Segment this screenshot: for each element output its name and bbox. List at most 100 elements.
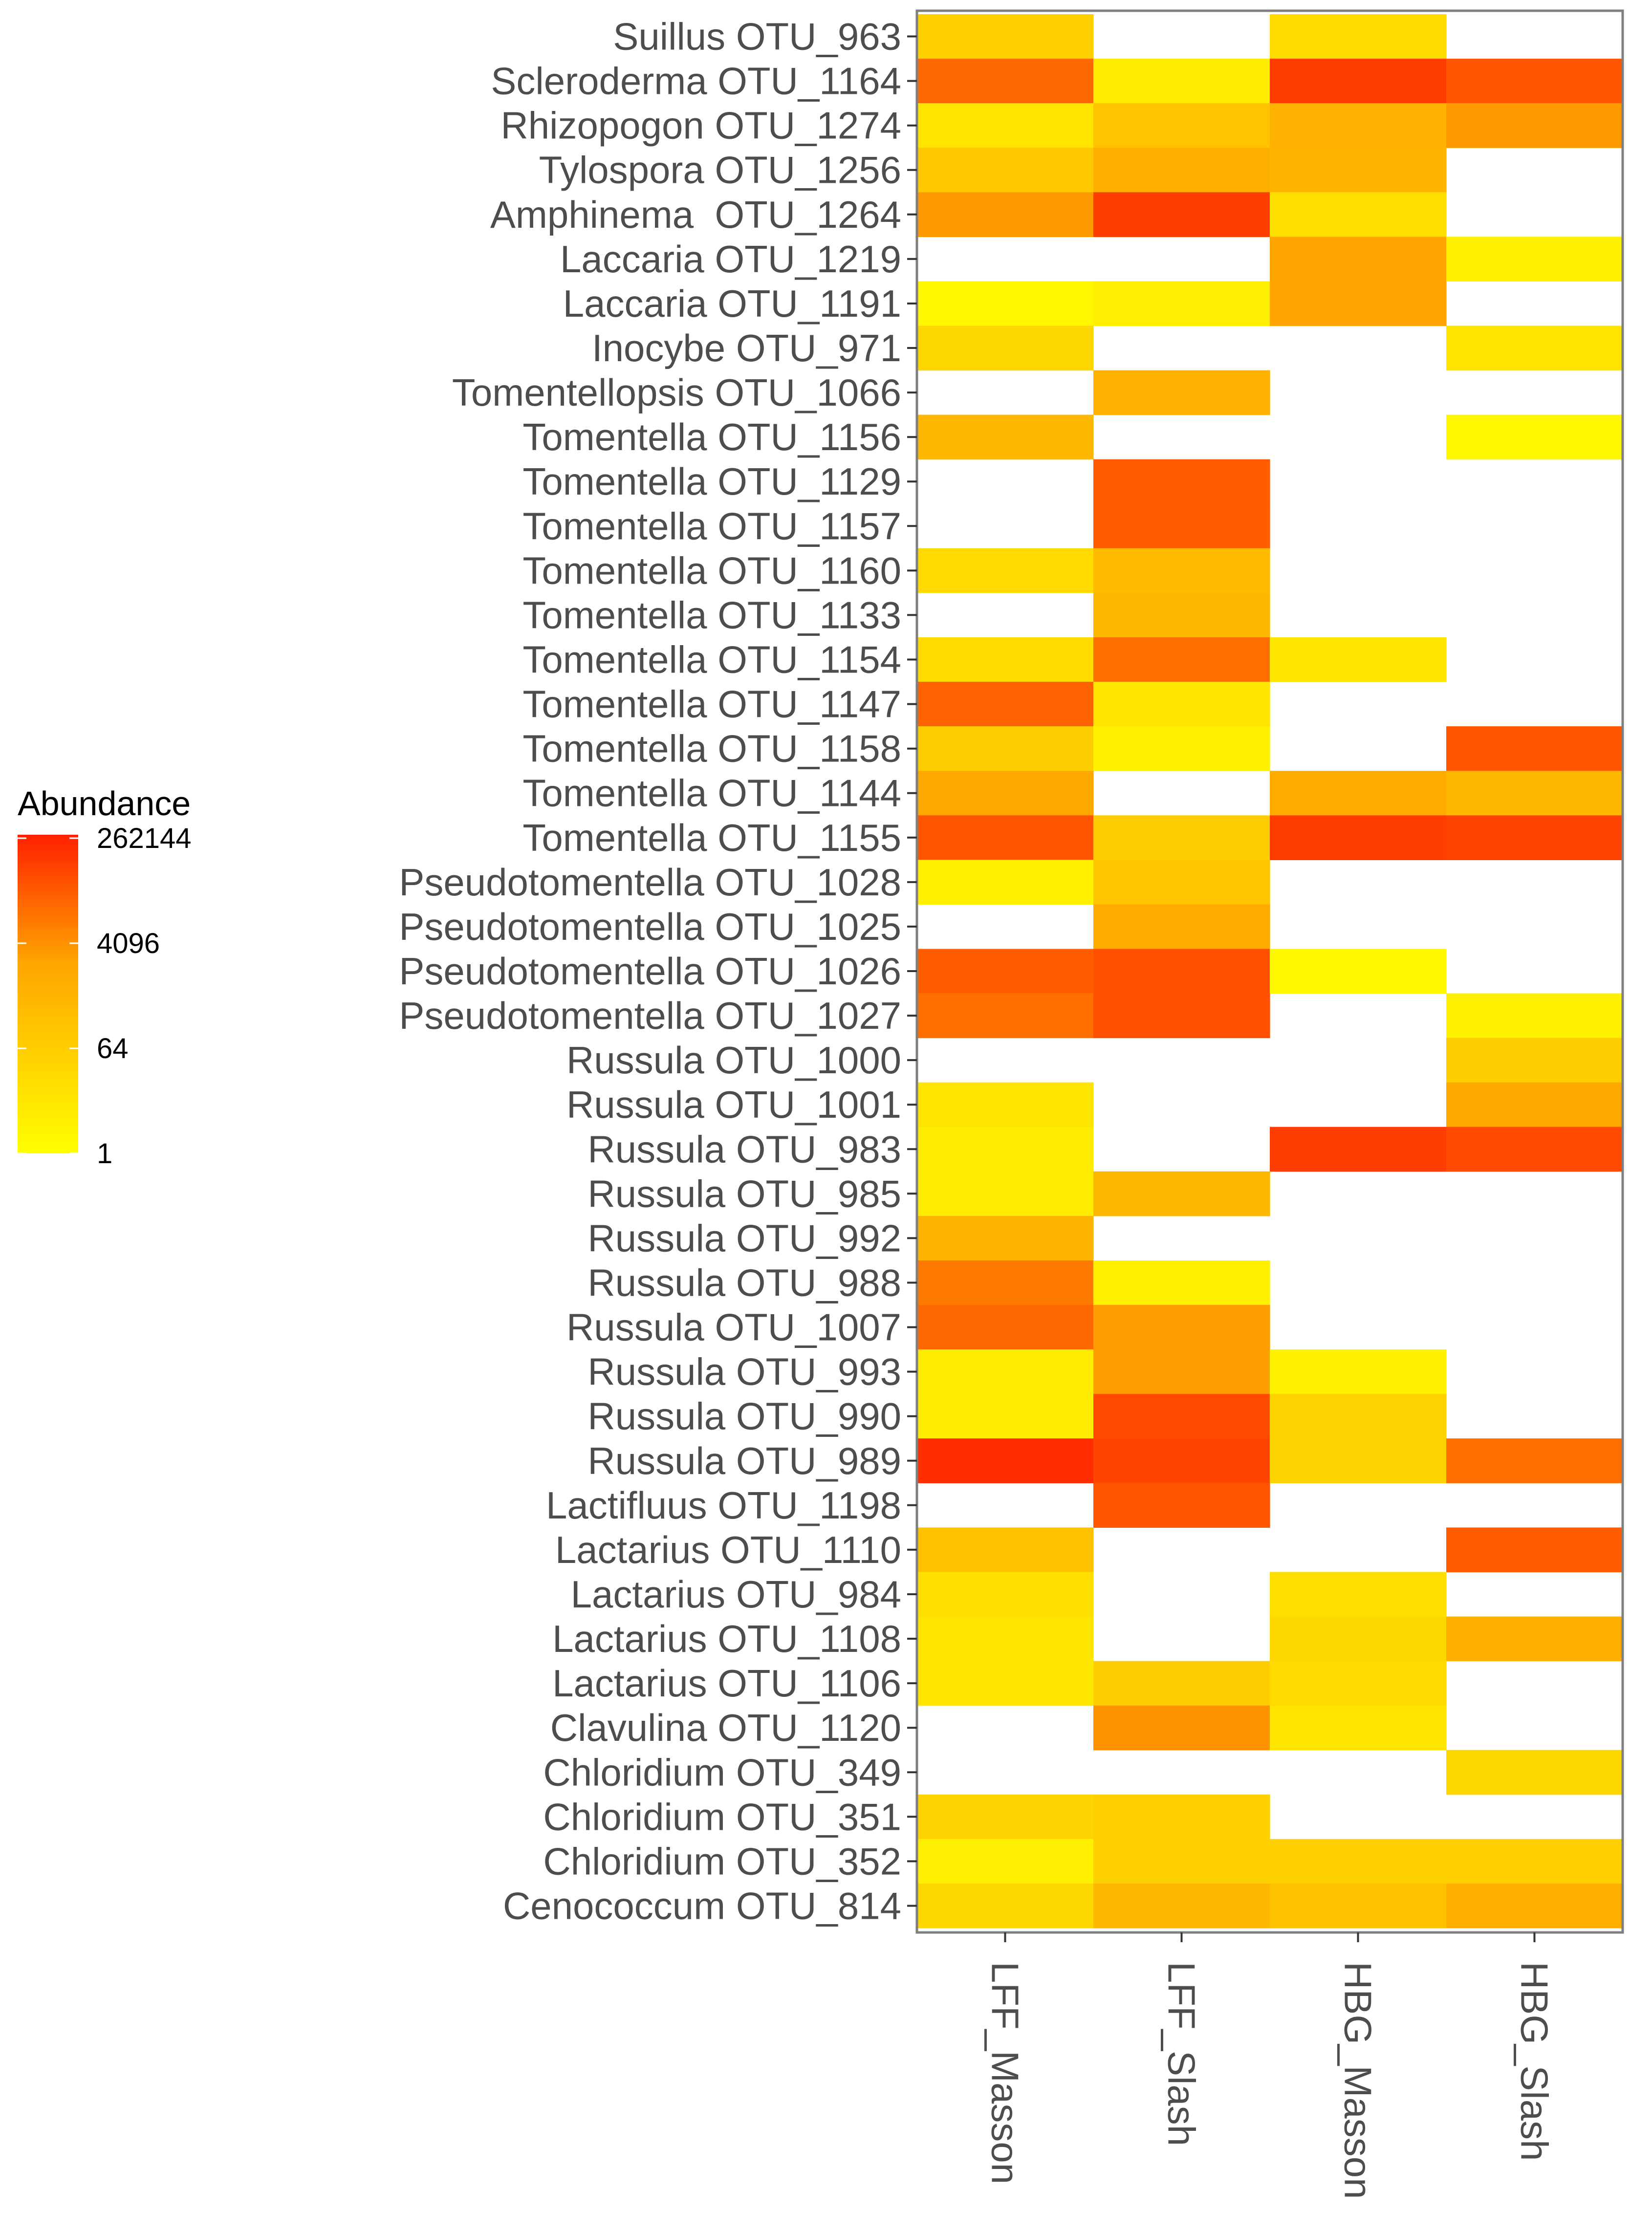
heatmap-cell (1093, 682, 1270, 727)
heatmap-cell (917, 1171, 1094, 1216)
row-label: Russula OTU_1001 (566, 1083, 901, 1126)
heatmap-cell (917, 103, 1094, 148)
heatmap-cell (917, 1794, 1094, 1840)
row-label: Pseudotomentella OTU_1026 (399, 950, 901, 993)
row-label: Lactarius OTU_984 (571, 1573, 901, 1616)
heatmap-cell (1270, 1705, 1447, 1751)
heatmap-cell (1446, 1883, 1623, 1929)
legend-tick-label: 1 (97, 1138, 112, 1170)
heatmap-cell (917, 1839, 1094, 1884)
heatmap-cell (1093, 637, 1270, 682)
row-label: Russula OTU_983 (587, 1127, 901, 1171)
heatmap-cell (917, 771, 1094, 816)
heatmap-cell (1270, 1572, 1447, 1617)
heatmap-cell (1270, 1839, 1447, 1884)
heatmap-cell (917, 192, 1094, 237)
heatmap-cell (1093, 548, 1270, 593)
heatmap-cell (1446, 325, 1623, 371)
heatmap-cell (917, 1260, 1094, 1305)
row-label: Russula OTU_985 (587, 1172, 901, 1215)
heatmap-cell (917, 148, 1094, 193)
row-label: Tylospora OTU_1256 (539, 149, 901, 192)
heatmap-cell (1270, 1349, 1447, 1394)
heatmap-cell (1446, 815, 1623, 860)
row-label: Lactarius OTU_1108 (552, 1617, 901, 1660)
row-label: Chloridium OTU_351 (543, 1795, 901, 1838)
row-label: Chloridium OTU_352 (543, 1840, 901, 1883)
row-label: Amphinema OTU_1264 (490, 193, 901, 236)
heatmap-cell (1093, 592, 1270, 638)
row-label: Pseudotomentella OTU_1025 (399, 905, 901, 948)
heatmap-cell (917, 1527, 1094, 1573)
heatmap-cell (1093, 370, 1270, 415)
row-label: Russula OTU_988 (587, 1261, 901, 1304)
legend-title: Abundance (18, 784, 191, 823)
heatmap-cell (1270, 771, 1447, 816)
heatmap-cell (1270, 637, 1447, 682)
row-label: Russula OTU_1000 (566, 1039, 901, 1082)
heatmap-cell (1093, 192, 1270, 237)
row-label: Rhizopogon OTU_1274 (500, 104, 901, 147)
heatmap-cell (1093, 103, 1270, 148)
heatmap-cell (1093, 1883, 1270, 1929)
heatmap-cell (1093, 1349, 1270, 1394)
row-label: Lactarius OTU_1110 (555, 1528, 901, 1571)
row-label: Lactifluus OTU_1198 (546, 1484, 901, 1527)
heatmap-cell (917, 726, 1094, 771)
heatmap-cell (1446, 237, 1623, 282)
heatmap-cell (1270, 237, 1447, 282)
heatmap-cell (1446, 1082, 1623, 1127)
heatmap-cell (1446, 1038, 1623, 1083)
heatmap-cell (917, 548, 1094, 593)
row-label: Tomentellopsis OTU_1066 (452, 371, 901, 414)
row-label: Laccaria OTU_1191 (563, 282, 901, 325)
heatmap-cell (1093, 459, 1270, 504)
row-label: Tomentella OTU_1129 (522, 460, 901, 503)
heatmap-cell (1446, 1616, 1623, 1662)
heatmap-cell (917, 1661, 1094, 1706)
row-label: Clavulina OTU_1120 (550, 1706, 901, 1749)
heatmap-cell (1093, 1171, 1270, 1216)
heatmap-cell (1093, 815, 1270, 860)
heatmap-cell (917, 1438, 1094, 1483)
heatmap-cell (1093, 1794, 1270, 1840)
heatmap-cell (1446, 993, 1623, 1039)
heatmap-cell (917, 281, 1094, 326)
heatmap-cell (1270, 14, 1447, 59)
heatmap-cell (917, 1082, 1094, 1127)
heatmap-cell (917, 860, 1094, 905)
heatmap-cell (1270, 192, 1447, 237)
heatmap-cell (1270, 949, 1447, 994)
row-label: Tomentella OTU_1154 (522, 638, 901, 681)
heatmap-cell (917, 325, 1094, 371)
heatmap-cell (1093, 148, 1270, 193)
heatmap-cell (917, 993, 1094, 1039)
heatmap-cell (917, 1883, 1094, 1929)
column-label: LFF_Masson (984, 1962, 1027, 2184)
heatmap-cell (917, 1349, 1094, 1394)
row-label: Russula OTU_990 (587, 1395, 901, 1438)
row-label: Tomentella OTU_1155 (522, 816, 901, 859)
row-label: Russula OTU_992 (587, 1216, 901, 1259)
heatmap-cell (1093, 1438, 1270, 1483)
legend-tick-label: 262144 (97, 823, 192, 854)
heatmap-cell (1446, 1527, 1623, 1573)
row-label: Tomentella OTU_1144 (522, 772, 901, 815)
heatmap-cell (1093, 1705, 1270, 1751)
heatmap-cell (917, 59, 1094, 104)
heatmap-cell (1093, 993, 1270, 1039)
heatmap-cell (1093, 904, 1270, 950)
heatmap-cell (1446, 59, 1623, 104)
heatmap-cell (1093, 1661, 1270, 1706)
row-label: Suillus OTU_963 (613, 15, 901, 58)
heatmap-cell (1270, 281, 1447, 326)
heatmap-cell (1093, 949, 1270, 994)
legend-ticks: 262144 4096 64 1 (18, 823, 192, 1170)
heatmap-cell (1093, 1305, 1270, 1350)
heatmap-cell (1270, 59, 1447, 104)
heatmap-cell (1093, 59, 1270, 104)
heatmap-cell (917, 949, 1094, 994)
row-label: Tomentella OTU_1160 (522, 549, 901, 592)
